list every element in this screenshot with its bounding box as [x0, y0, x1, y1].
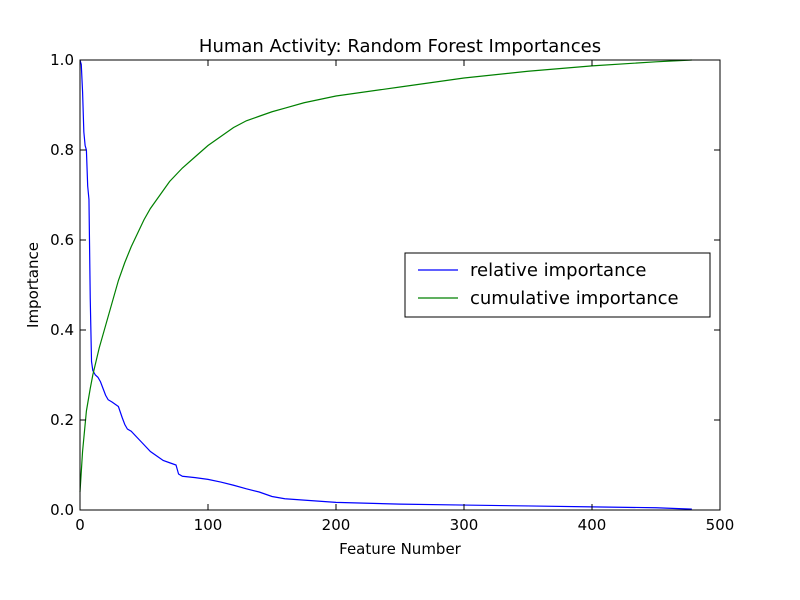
- legend-box: [404, 252, 711, 318]
- x-tick-label: 400: [578, 516, 607, 534]
- y-tick-label: 0.8: [50, 141, 74, 159]
- x-tick-label: 100: [194, 516, 223, 534]
- axis-ticks: 0 100 200 300 400 500 0.0 0.2 0.4 0.6 0.8 1.0: [50, 51, 734, 534]
- x-tick-label: 500: [706, 516, 735, 534]
- y-tick-label: 0.4: [50, 321, 74, 339]
- series-line-relative-importance: [79, 59, 692, 510]
- legend: relative importance cumulative importanc…: [404, 252, 711, 318]
- x-axis-label: Feature Number: [339, 540, 462, 558]
- y-tick-label: 0.0: [50, 501, 74, 519]
- y-axis-label: Importance: [24, 242, 42, 328]
- x-tick-label: 200: [322, 516, 351, 534]
- plot-lines: [79, 59, 692, 510]
- legend-label-cumulative-importance: cumulative importance: [470, 288, 679, 309]
- y-tick-label: 1.0: [50, 51, 74, 69]
- x-tick-label: 0: [75, 516, 85, 534]
- y-tick-label: 0.2: [50, 411, 74, 429]
- chart-title: Human Activity: Random Forest Importance…: [199, 36, 601, 57]
- series-line-cumulative-importance: [79, 59, 692, 493]
- x-tick-label: 300: [450, 516, 479, 534]
- legend-label-relative-importance: relative importance: [470, 260, 646, 281]
- y-tick-label: 0.6: [50, 231, 74, 249]
- plot-frame: [79, 59, 721, 511]
